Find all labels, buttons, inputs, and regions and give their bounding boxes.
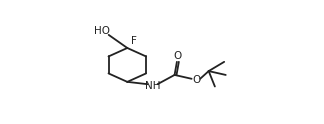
Text: O: O — [192, 75, 201, 85]
Text: NH: NH — [145, 81, 161, 92]
Text: HO: HO — [94, 26, 110, 36]
Text: O: O — [174, 51, 182, 62]
Text: F: F — [131, 36, 137, 46]
